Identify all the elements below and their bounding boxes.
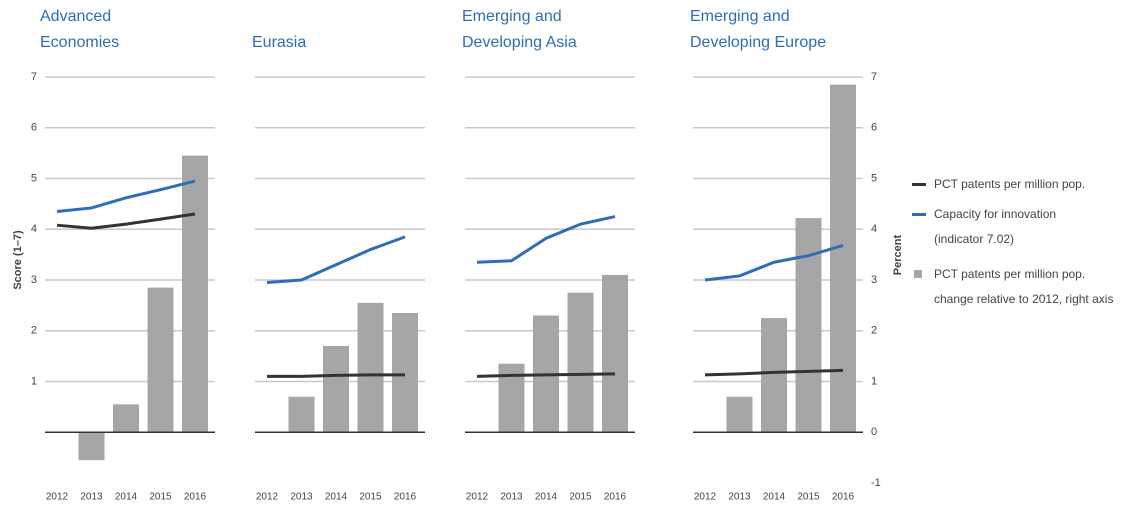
x-tick-label: 2012 [256, 492, 279, 503]
line-series [56, 212, 196, 230]
x-tick-label: 2016 [832, 492, 855, 503]
y2-axis-label: Percent [892, 234, 904, 275]
y-tick-label: 7 [31, 71, 37, 83]
x-tick-label: 2016 [604, 492, 627, 503]
y-tick-label: 2 [31, 325, 37, 337]
y2-tick-label: 5 [871, 172, 877, 184]
y-tick-label: 4 [31, 223, 37, 235]
x-tick-label: 2016 [394, 492, 417, 503]
bar [830, 84, 856, 433]
bar [288, 396, 315, 433]
x-tick-label: 2013 [80, 492, 103, 503]
bar [78, 432, 105, 461]
legend-label: PCT patents per million pop. [934, 177, 1086, 191]
bar [392, 312, 418, 433]
x-tick-label: 2014 [763, 492, 786, 503]
x-tick-label: 2012 [466, 492, 489, 503]
panel-title: Advanced Economies [40, 8, 120, 51]
bar [726, 396, 753, 433]
legend-item: PCT patents per million pop. [912, 172, 1122, 197]
y-axis-label: Score (1–7) [12, 230, 24, 290]
bar [567, 292, 594, 433]
bar [182, 155, 208, 433]
bar [113, 404, 139, 433]
y2-tick-label: 2 [871, 325, 877, 337]
x-tick-label: 2014 [325, 492, 348, 503]
y2-tick-label: 3 [871, 274, 877, 286]
bar [147, 287, 174, 433]
line-series [704, 368, 844, 377]
x-tick-label: 2014 [115, 492, 138, 503]
y2-tick-label: 7 [871, 71, 877, 83]
line-series [476, 372, 616, 378]
x-tick-label: 2014 [535, 492, 558, 503]
line-series [476, 215, 616, 264]
x-tick-label: 2016 [184, 492, 207, 503]
bar [761, 318, 787, 433]
y-tick-label: 1 [31, 375, 37, 387]
y-tick-label: 3 [31, 274, 37, 286]
x-tick-label: 2015 [797, 492, 820, 503]
bar [357, 302, 384, 433]
legend-label: Capacity for innovation (indicator 7.02) [934, 207, 1057, 246]
panel-title: Emerging and Developing Europe [690, 8, 827, 51]
y2-tick-label: 1 [871, 375, 877, 387]
legend-item: Capacity for innovation (indicator 7.02) [912, 202, 1122, 252]
line-series [704, 244, 844, 282]
y2-tick-label: 0 [871, 426, 877, 438]
bar [602, 274, 628, 433]
y2-tick-label: 4 [871, 223, 877, 235]
x-tick-label: 2013 [290, 492, 313, 503]
x-tick-label: 2012 [46, 492, 69, 503]
x-tick-label: 2013 [500, 492, 523, 503]
x-tick-label: 2013 [728, 492, 751, 503]
y-tick-label: 6 [31, 122, 37, 134]
legend-label: PCT patents per million pop. change rela… [934, 267, 1114, 306]
panel-title: Emerging and Developing Asia [462, 8, 577, 51]
x-tick-label: 2015 [359, 492, 382, 503]
line-series [267, 373, 405, 378]
line-series [56, 179, 196, 213]
y2-tick-label: -1 [871, 477, 881, 489]
line-series [266, 235, 406, 285]
bar [323, 345, 349, 433]
x-tick-label: 2015 [149, 492, 172, 503]
y-tick-label: 5 [31, 172, 37, 184]
legend-item: PCT patents per million pop. change rela… [912, 262, 1122, 312]
bar [795, 218, 822, 433]
y2-tick-label: 6 [871, 122, 877, 134]
panel-title: Eurasia [252, 34, 307, 51]
x-tick-label: 2015 [569, 492, 592, 503]
x-tick-label: 2012 [694, 492, 717, 503]
